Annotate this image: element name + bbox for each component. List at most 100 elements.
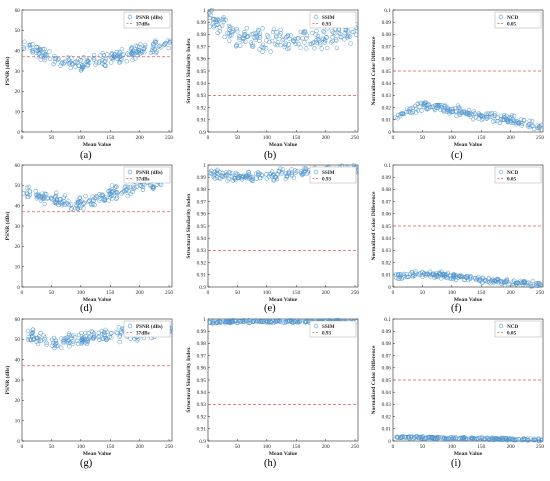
data-point bbox=[267, 171, 272, 177]
data-point bbox=[78, 58, 83, 63]
data-point bbox=[127, 52, 132, 58]
data-point bbox=[251, 319, 257, 324]
data-point bbox=[53, 338, 59, 343]
data-point bbox=[25, 337, 31, 342]
y-axis-label: Normalized Color Difference bbox=[371, 36, 377, 106]
data-point bbox=[233, 170, 239, 176]
x-tick-label: 0 bbox=[392, 290, 395, 296]
data-point bbox=[415, 108, 421, 113]
y-tick-label: 0.98 bbox=[197, 32, 207, 38]
data-point bbox=[336, 30, 341, 35]
data-point bbox=[42, 52, 47, 57]
data-point bbox=[304, 36, 309, 41]
data-point bbox=[101, 53, 107, 58]
data-point bbox=[419, 108, 424, 113]
data-point bbox=[412, 273, 417, 278]
data-point bbox=[61, 195, 67, 200]
data-point bbox=[97, 196, 103, 201]
data-point bbox=[510, 120, 516, 126]
y-tick-label: 40 bbox=[15, 203, 21, 209]
y-axis-label: Structural Similarity Index bbox=[186, 38, 192, 103]
data-point bbox=[462, 277, 467, 282]
x-tick-label: 200 bbox=[136, 290, 144, 296]
data-point bbox=[98, 193, 104, 198]
chart-panel-f: 0 50 100 150 200 250 0 0.01 0.02 0.03 0.04 0.05 0.06… bbox=[371, 163, 544, 303]
data-point bbox=[214, 19, 220, 24]
data-point bbox=[87, 334, 92, 339]
data-point bbox=[86, 331, 91, 336]
data-point bbox=[479, 117, 484, 122]
y-tick-label: 0.01 bbox=[382, 118, 392, 124]
data-point bbox=[458, 107, 463, 112]
data-point bbox=[212, 16, 217, 22]
x-tick-label: 100 bbox=[263, 135, 271, 141]
y-tick-label: 0.09 bbox=[382, 20, 392, 26]
data-point bbox=[304, 46, 309, 51]
data-point bbox=[422, 100, 427, 105]
data-point bbox=[283, 176, 288, 182]
data-point bbox=[212, 170, 217, 175]
data-point bbox=[223, 170, 229, 175]
data-point bbox=[501, 117, 506, 122]
data-point bbox=[227, 319, 232, 325]
data-point bbox=[322, 40, 327, 45]
x-axis-label: Mean Value bbox=[454, 142, 483, 148]
legend-box bbox=[123, 11, 171, 29]
data-point bbox=[318, 42, 323, 47]
y-tick-label: 60 bbox=[15, 317, 21, 323]
y-tick-label: 0.04 bbox=[382, 236, 392, 242]
data-point bbox=[242, 32, 248, 37]
data-point bbox=[226, 320, 231, 325]
data-point bbox=[239, 177, 245, 182]
data-point bbox=[535, 281, 541, 286]
y-tick-label: 0.91 bbox=[197, 118, 207, 124]
y-tick-label: 0.06 bbox=[382, 212, 392, 218]
data-point bbox=[81, 338, 86, 343]
data-point bbox=[269, 320, 274, 325]
data-point bbox=[239, 174, 244, 179]
data-point bbox=[329, 40, 334, 45]
data-point bbox=[442, 273, 448, 279]
data-point bbox=[134, 184, 139, 189]
data-point bbox=[519, 123, 524, 128]
data-point bbox=[135, 44, 140, 49]
x-tick-label: 100 bbox=[77, 135, 85, 141]
data-point bbox=[211, 16, 216, 22]
data-point bbox=[414, 434, 419, 439]
y-tick-label: 0.05 bbox=[382, 69, 392, 75]
y-tick-label: 50 bbox=[15, 183, 21, 189]
data-point bbox=[100, 50, 105, 56]
data-point bbox=[411, 436, 416, 441]
legend-marker-series bbox=[498, 323, 504, 329]
data-point bbox=[333, 37, 339, 42]
plot-frame bbox=[21, 9, 173, 133]
x-tick-label: 0 bbox=[392, 135, 395, 141]
x-tick-label: 150 bbox=[292, 290, 300, 296]
data-point bbox=[229, 171, 234, 176]
data-point bbox=[488, 281, 493, 286]
x-axis-label: Mean Value bbox=[83, 142, 112, 148]
data-point bbox=[461, 435, 466, 440]
data-point bbox=[512, 118, 517, 123]
data-point bbox=[462, 274, 468, 280]
x-tick-label: 50 bbox=[420, 444, 426, 450]
y-tick-label: 0.92 bbox=[197, 414, 207, 420]
x-axis-label: Mean Value bbox=[269, 451, 298, 457]
x-tick-label: 100 bbox=[77, 290, 85, 296]
y-tick-label: 0 bbox=[17, 439, 20, 445]
data-point bbox=[39, 338, 44, 343]
data-point bbox=[499, 113, 504, 119]
data-point bbox=[40, 47, 45, 52]
x-tick-label: 100 bbox=[448, 290, 456, 296]
data-point bbox=[285, 34, 290, 39]
data-point bbox=[62, 339, 67, 344]
legend-label-series: NCD bbox=[507, 170, 518, 176]
x-axis-label: Mean Value bbox=[269, 142, 298, 148]
y-tick-label: 30 bbox=[15, 69, 21, 75]
y-tick-label: 1 bbox=[203, 8, 206, 14]
data-point bbox=[450, 106, 456, 112]
plot-frame bbox=[207, 164, 359, 288]
data-point bbox=[331, 30, 336, 36]
panel-label-e: (e) bbox=[264, 303, 276, 314]
data-point bbox=[256, 171, 261, 177]
